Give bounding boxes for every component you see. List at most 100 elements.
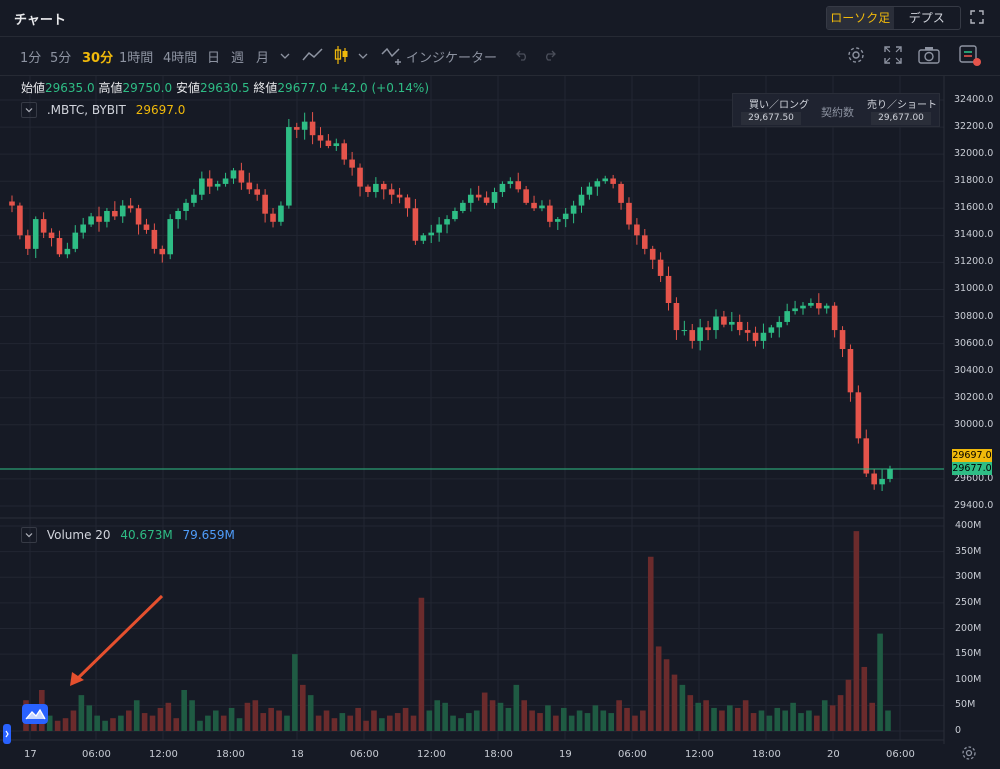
- left-drawer-handle[interactable]: [3, 724, 11, 744]
- interval-week-button[interactable]: 週: [231, 51, 245, 66]
- candle-body: [143, 224, 150, 230]
- candlestick-view-button[interactable]: ローソク足: [827, 7, 894, 29]
- close-label: 終値: [253, 81, 278, 95]
- candle-body: [175, 210, 181, 220]
- expand-chart-icon[interactable]: [884, 46, 902, 64]
- interval-5m-button[interactable]: 5分: [50, 51, 72, 66]
- ohlc-legend: 始値29635.0 高値29750.0 安値29630.5 終値29677.0 …: [21, 79, 429, 96]
- volume-axis-label: 400M: [955, 520, 982, 531]
- volume-bar: [54, 720, 61, 731]
- candle-body: [96, 216, 102, 222]
- app-title: チャート: [14, 13, 66, 28]
- symbol-collapse-button[interactable]: [21, 102, 37, 118]
- interval-month-button[interactable]: 月: [256, 51, 270, 66]
- volume-bar: [553, 715, 559, 731]
- candle-body: [562, 213, 569, 220]
- candle-body: [776, 321, 783, 328]
- volume-bar: [205, 715, 211, 731]
- time-axis-label: 12:00: [685, 749, 714, 760]
- volume-bar: [568, 715, 575, 731]
- volume-bar: [244, 702, 251, 731]
- candle-body: [183, 202, 189, 211]
- settings-gear-icon[interactable]: [846, 45, 866, 65]
- interval-dropdown-chevron-icon[interactable]: [280, 51, 290, 61]
- indicators-button[interactable]: インジケーター: [406, 51, 498, 66]
- volume-bar: [750, 713, 757, 731]
- candle-body: [32, 219, 39, 249]
- interval-4h-button[interactable]: 4時間: [163, 51, 198, 66]
- volume-bar: [379, 718, 385, 731]
- candle-body: [214, 183, 221, 187]
- time-axis-label: 06:00: [82, 749, 111, 760]
- tradingview-logo[interactable]: [22, 704, 48, 724]
- depth-view-button[interactable]: デプス: [908, 11, 945, 25]
- candle-body: [460, 202, 466, 211]
- candle-body: [839, 330, 846, 350]
- candle-body: [649, 248, 656, 260]
- redo-icon[interactable]: [542, 49, 556, 61]
- candle-body: [151, 229, 158, 249]
- candle-body: [792, 308, 798, 312]
- volume-bar: [640, 710, 646, 731]
- volume-bar: [576, 710, 583, 731]
- price-axis-label: 31600.0: [954, 202, 994, 214]
- candle-body: [831, 305, 838, 331]
- candle-body: [48, 232, 55, 239]
- volume-bar: [292, 654, 298, 731]
- sell-price-button[interactable]: 29,677.00: [871, 112, 931, 125]
- candle-body: [586, 186, 593, 195]
- candle-body: [689, 330, 696, 341]
- candle-body: [80, 224, 86, 233]
- price-axis-label: 29400.0: [954, 500, 994, 511]
- candlestick-chart-type-icon[interactable]: [333, 45, 349, 65]
- candle-body: [610, 178, 616, 184]
- volume-bar: [268, 707, 274, 731]
- volume-bar: [513, 684, 520, 731]
- volume-bar: [734, 707, 741, 731]
- candle-body: [357, 167, 363, 187]
- price-axis-label: 31400.0: [954, 229, 994, 241]
- volume-bars: [23, 531, 891, 731]
- fullscreen-icon[interactable]: [970, 10, 984, 24]
- volume-bar: [418, 597, 425, 731]
- volume-bar: [616, 700, 622, 731]
- volume-bar: [814, 715, 820, 731]
- screenshot-camera-icon[interactable]: [918, 46, 940, 64]
- volume-bar: [869, 702, 875, 731]
- chart-grid: [0, 76, 944, 740]
- line-chart-type-icon[interactable]: [302, 47, 324, 63]
- candle-body: [301, 121, 308, 130]
- volume-bar: [845, 679, 852, 731]
- interval-day-button[interactable]: 日: [207, 51, 221, 66]
- candle-body: [816, 303, 822, 309]
- volume-bar: [394, 713, 401, 731]
- volume-bar: [220, 715, 227, 731]
- interval-1m-button[interactable]: 1分: [20, 51, 42, 66]
- volume-bar: [481, 692, 488, 731]
- chart-layout-icon[interactable]: [959, 45, 983, 67]
- volume-collapse-button[interactable]: [21, 527, 37, 543]
- scale-settings-gear-icon[interactable]: [961, 745, 977, 761]
- chart-view-toggle[interactable]: ローソク足 デプス: [826, 6, 961, 30]
- interval-1h-button[interactable]: 1時間: [119, 51, 154, 66]
- indicators-icon[interactable]: [381, 46, 405, 66]
- volume-bar: [798, 713, 804, 731]
- price-axis-label: 30200.0: [954, 391, 994, 403]
- candle-body: [863, 438, 870, 474]
- candle-body: [626, 202, 632, 225]
- candle-body: [444, 219, 450, 225]
- interval-30m-button[interactable]: 30分: [82, 51, 114, 66]
- volume-bar: [323, 710, 330, 731]
- undo-icon[interactable]: [516, 49, 530, 61]
- volume-bar: [719, 710, 725, 731]
- candle-body: [800, 305, 806, 309]
- volume-axis-label: 50M: [955, 699, 976, 711]
- volume-bar: [837, 695, 844, 731]
- buy-price-button[interactable]: 29,677.50: [741, 112, 801, 125]
- price-axis-label: 29600.0: [954, 472, 994, 484]
- time-axis-label: 18: [291, 749, 304, 760]
- volume-bar: [671, 674, 678, 731]
- time-axis-label: 20: [827, 749, 840, 760]
- candle-body: [452, 210, 458, 220]
- chart-type-dropdown-chevron-icon[interactable]: [358, 51, 368, 61]
